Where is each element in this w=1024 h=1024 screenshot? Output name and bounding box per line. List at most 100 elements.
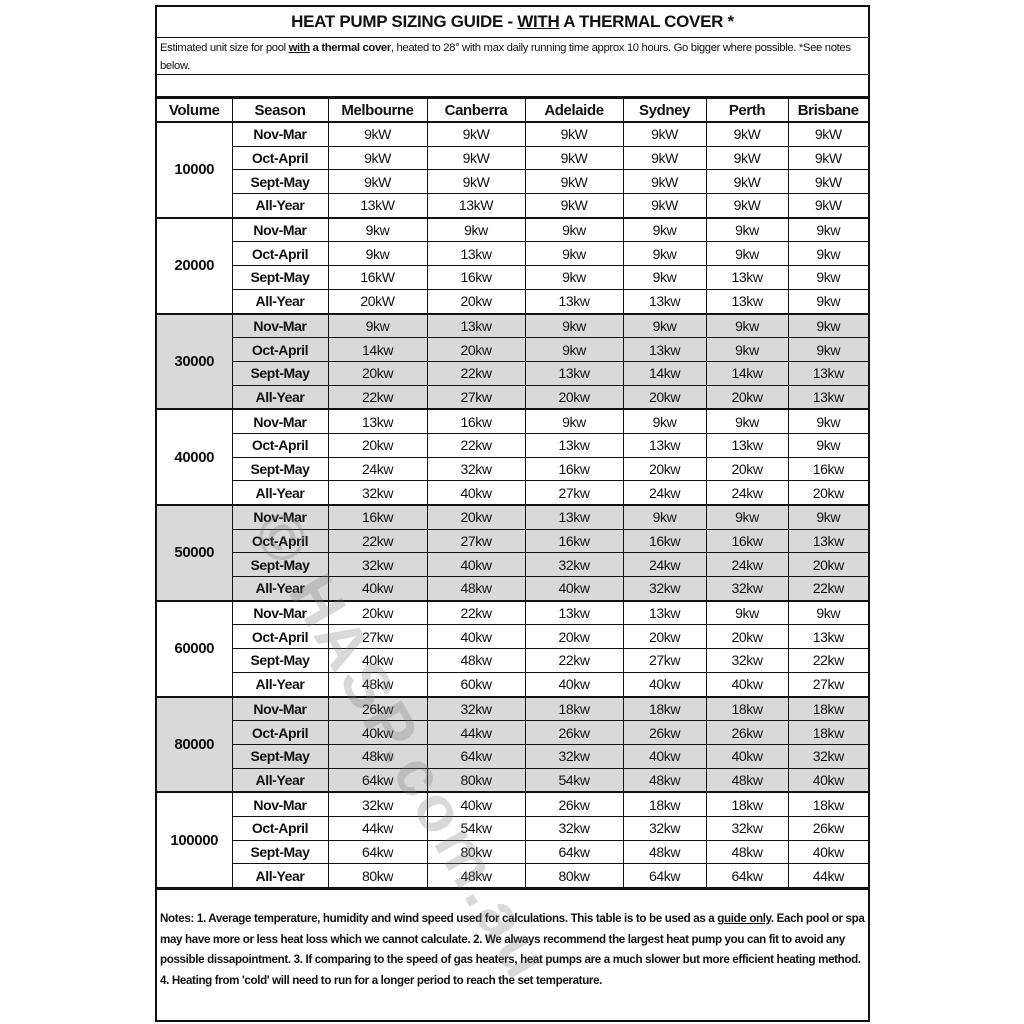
title-text-end: A THERMAL COVER * <box>559 12 734 31</box>
table-row: Oct-April 44kw 54kw 32kw 32kw 32kw 26kw <box>157 815 868 841</box>
size-cell: 9kw <box>705 408 789 434</box>
size-cell: 20kw <box>622 456 707 482</box>
column-header: Adelaide <box>524 98 624 123</box>
size-cell: 13kw <box>622 288 707 315</box>
table-row: Sept-May 9kW 9kW 9kW 9kW 9kW 9kW <box>157 169 868 195</box>
size-cell: 40kw <box>327 720 428 745</box>
table-row: Oct-April 14kw 20kw 9kw 13kw 9kw 9kw <box>157 337 868 362</box>
season-cell: Sept-May <box>232 839 329 865</box>
volume-cell: 80000 <box>157 695 233 793</box>
size-cell: 80kw <box>327 863 428 888</box>
table-row: All-Year 20kW 20kw 13kw 13kw 13kw 9kw <box>157 288 868 315</box>
size-cell: 9kw <box>787 288 868 315</box>
size-cell: 48kw <box>705 767 789 793</box>
size-cell: 64kw <box>426 743 526 769</box>
season-cell: Oct-April <box>232 337 329 362</box>
size-cell: 18kw <box>787 720 868 745</box>
size-cell: 22kw <box>327 528 428 554</box>
title-text: HEAT PUMP SIZING GUIDE - <box>291 12 518 31</box>
size-cell: 22kw <box>426 432 526 458</box>
column-header: Volume <box>157 98 233 123</box>
size-cell: 9kw <box>524 337 624 362</box>
size-cell: 9kw <box>787 337 868 362</box>
size-cell: 18kw <box>787 695 868 722</box>
size-cell: 80kw <box>524 863 624 888</box>
page-title: HEAT PUMP SIZING GUIDE - WITH A THERMAL … <box>157 7 868 38</box>
size-cell: 9kw <box>787 241 868 267</box>
season-cell: All-Year <box>232 384 329 410</box>
season-cell: Nov-Mar <box>231 599 329 626</box>
size-cell: 9kW <box>705 145 789 171</box>
size-cell: 40kw <box>622 671 707 698</box>
size-cell: 9kW <box>426 120 526 147</box>
size-cell: 9kw <box>787 432 868 458</box>
size-cell: 9kW <box>426 145 526 171</box>
size-cell: 16kw <box>327 503 428 530</box>
size-cell: 9kw <box>787 503 868 530</box>
table-row: Sept-May 24kw 32kw 16kw 20kw 20kw 16kw <box>157 456 868 482</box>
size-cell: 48kw <box>327 743 428 769</box>
size-cell: 13kw <box>705 265 789 290</box>
size-cell: 40kw <box>426 552 526 578</box>
size-cell: 32kw <box>787 743 868 769</box>
season-cell: Sept-May <box>232 265 329 290</box>
season-cell: Sept-May <box>232 360 329 386</box>
season-cell: Oct-April <box>232 624 329 650</box>
table-row: All-Year 22kw 27kw 20kw 20kw 20kw 13kw <box>157 384 868 410</box>
season-cell: Sept-May <box>232 456 329 482</box>
table-row: Sept-May 40kw 48kw 22kw 27kw 32kw 22kw <box>157 648 868 673</box>
size-cell: 9kW <box>622 120 707 147</box>
table-row: Sept-May 64kw 80kw 64kw 48kw 48kw 40kw <box>157 839 868 865</box>
table-row: All-Year 40kw 48kw 40kw 32kw 32kw 22kw <box>157 576 868 602</box>
season-cell: All-Year <box>232 767 329 793</box>
table-row: 100000 Nov-Mar 32kw 40kw 26kw 18kw 18kw 18kw <box>157 791 868 889</box>
size-cell: 40kw <box>705 671 789 698</box>
size-cell: 9kw <box>705 599 789 626</box>
size-cell: 40kw <box>787 767 868 793</box>
size-cell: 27kw <box>787 671 868 698</box>
size-cell: 27kw <box>622 648 707 673</box>
size-cell: 20kw <box>426 288 526 315</box>
size-cell: 32kw <box>327 791 428 817</box>
season-cell: All-Year <box>232 576 329 602</box>
subtitle-text-end: , heated to 28° with max daily running t… <box>160 42 851 72</box>
size-cell: 26kw <box>524 791 624 817</box>
subtitle: Estimated unit size for pool with a ther… <box>157 38 868 75</box>
size-cell: 9kw <box>787 312 868 339</box>
size-cell: 13kw <box>327 408 428 434</box>
size-cell: 32kw <box>524 552 624 578</box>
size-cell: 48kw <box>426 576 526 602</box>
size-cell: 44kw <box>327 815 428 841</box>
size-cell: 24kw <box>705 552 789 578</box>
size-cell: 27kw <box>327 624 428 650</box>
table-row: All-Year 64kw 80kw 54kw 48kw 48kw 40kw <box>157 767 868 793</box>
size-cell: 27kw <box>426 384 526 410</box>
size-cell: 80kw <box>426 767 526 793</box>
size-cell: 64kw <box>705 863 789 888</box>
column-header: Brisbane <box>787 98 868 123</box>
size-cell: 13kw <box>787 528 868 554</box>
size-cell: 9kw <box>524 408 624 434</box>
size-cell: 9kw <box>622 216 707 243</box>
size-cell: 13kw <box>705 432 789 458</box>
size-cell: 16kw <box>622 528 707 554</box>
season-cell: Sept-May <box>232 743 329 769</box>
size-cell: 9kw <box>524 216 624 243</box>
season-cell: Oct-April <box>232 815 329 841</box>
season-cell: Nov-Mar <box>231 216 329 243</box>
size-cell: 32kw <box>524 815 624 841</box>
size-cell: 9kw <box>705 503 789 530</box>
size-cell: 20kw <box>705 624 789 650</box>
size-cell: 40kw <box>426 480 526 506</box>
season-cell: All-Year <box>232 193 329 219</box>
size-cell: 9kW <box>787 169 868 195</box>
size-cell: 20kw <box>327 360 428 386</box>
notes-text-end: . Each pool or spa may have more or less… <box>160 912 865 987</box>
size-cell: 9kW <box>705 120 789 147</box>
size-cell: 16kw <box>524 456 624 482</box>
size-cell: 13kw <box>622 599 707 626</box>
size-cell: 9kw <box>705 312 789 339</box>
size-cell: 14kw <box>705 360 789 386</box>
size-cell: 9kW <box>622 193 707 219</box>
size-cell: 13kw <box>524 599 624 626</box>
